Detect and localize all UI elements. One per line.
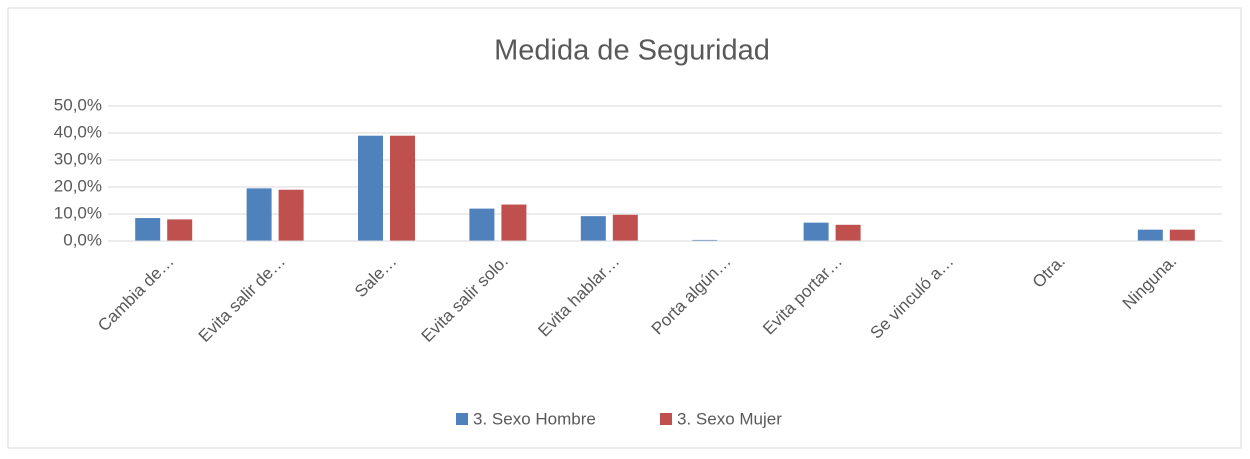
bar xyxy=(469,209,494,241)
bar xyxy=(1170,230,1195,241)
bar xyxy=(804,223,829,241)
y-tick-label: 0,0% xyxy=(63,230,102,249)
y-tick-label: 50,0% xyxy=(54,95,102,114)
bar xyxy=(613,215,638,241)
legend-label: 3. Sexo Hombre xyxy=(473,409,596,428)
bar xyxy=(279,190,304,241)
chart-title: Medida de Seguridad xyxy=(494,35,770,67)
bar xyxy=(1138,230,1163,241)
bar xyxy=(836,225,861,241)
y-tick-label: 40,0% xyxy=(54,122,102,141)
bar xyxy=(581,216,606,241)
legend-label: 3. Sexo Mujer xyxy=(677,409,782,428)
bar xyxy=(358,136,383,241)
bar xyxy=(135,218,160,241)
legend-swatch xyxy=(456,413,468,425)
bar xyxy=(247,188,272,241)
bar xyxy=(167,219,192,241)
y-tick-label: 30,0% xyxy=(54,149,102,168)
y-tick-label: 10,0% xyxy=(54,203,102,222)
y-tick-label: 20,0% xyxy=(54,176,102,195)
legend-swatch xyxy=(660,413,672,425)
bar xyxy=(501,205,526,241)
bar xyxy=(390,136,415,241)
